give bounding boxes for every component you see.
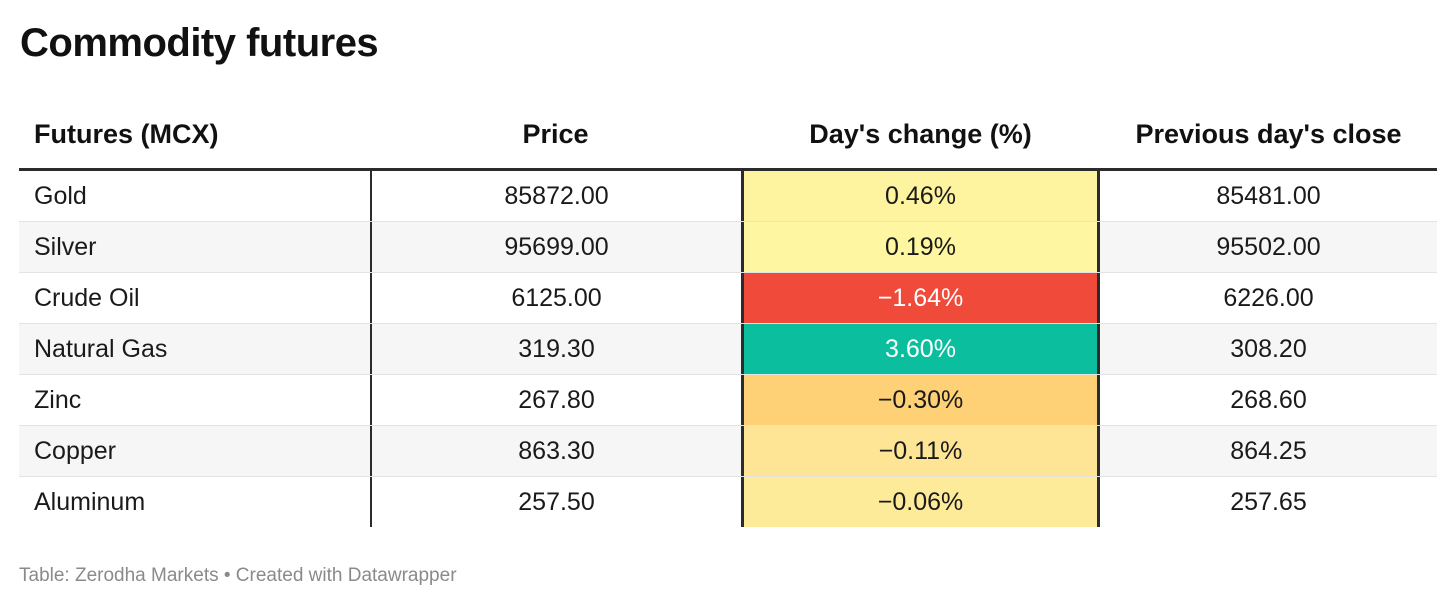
cell-previous-close: 864.25 xyxy=(1230,437,1307,465)
cell-price: 863.30 xyxy=(370,426,741,476)
cell-futures: Natural Gas xyxy=(34,335,168,363)
cell-price: 6125.00 xyxy=(370,273,741,323)
cell-previous-close: 308.20 xyxy=(1230,335,1307,363)
cell-days-change: 0.19% xyxy=(741,222,1100,272)
cell-days-change: −1.64% xyxy=(741,273,1100,323)
cell-previous-close: 85481.00 xyxy=(1216,182,1321,210)
cell-previous-close: 95502.00 xyxy=(1216,233,1321,261)
header-price: Price xyxy=(522,118,589,149)
cell-previous-close: 6226.00 xyxy=(1223,284,1314,312)
cell-days-change: −0.06% xyxy=(741,477,1100,527)
cell-days-change: −0.11% xyxy=(741,426,1100,476)
table-row: Crude Oil 6125.00 −1.64% 6226.00 xyxy=(19,273,1437,324)
table-row: Gold 85872.00 0.46% 85481.00 xyxy=(19,171,1437,222)
cell-previous-close: 268.60 xyxy=(1230,386,1307,414)
cell-price: 267.80 xyxy=(370,375,741,425)
cell-price: 85872.00 xyxy=(370,171,741,221)
cell-futures: Gold xyxy=(34,182,87,210)
cell-futures: Crude Oil xyxy=(34,284,140,312)
cell-price: 319.30 xyxy=(370,324,741,374)
table-row: Natural Gas 319.30 3.60% 308.20 xyxy=(19,324,1437,375)
cell-price: 95699.00 xyxy=(370,222,741,272)
cell-previous-close: 257.65 xyxy=(1230,488,1307,516)
header-previous-close: Previous day's close xyxy=(1135,118,1402,149)
cell-futures: Silver xyxy=(34,233,97,261)
cell-days-change: 0.46% xyxy=(741,171,1100,221)
header-days-change: Day's change (%) xyxy=(809,118,1032,149)
cell-days-change: 3.60% xyxy=(741,324,1100,374)
table-row: Zinc 267.80 −0.30% 268.60 xyxy=(19,375,1437,426)
table-header: Futures (MCX) Price Day's change (%) Pre… xyxy=(19,100,1437,171)
table-row: Aluminum 257.50 −0.06% 257.65 xyxy=(19,477,1437,527)
cell-futures: Copper xyxy=(34,437,116,465)
cell-price: 257.50 xyxy=(370,477,741,527)
table-row: Copper 863.30 −0.11% 864.25 xyxy=(19,426,1437,477)
cell-futures: Aluminum xyxy=(34,488,146,516)
table-row: Silver 95699.00 0.19% 95502.00 xyxy=(19,222,1437,273)
cell-futures: Zinc xyxy=(34,386,82,414)
commodity-table: Futures (MCX) Price Day's change (%) Pre… xyxy=(19,100,1437,527)
source-note: Table: Zerodha Markets • Created with Da… xyxy=(19,565,457,586)
header-futures: Futures (MCX) xyxy=(34,118,219,149)
page-title: Commodity futures xyxy=(20,21,379,65)
cell-days-change: −0.30% xyxy=(741,375,1100,425)
